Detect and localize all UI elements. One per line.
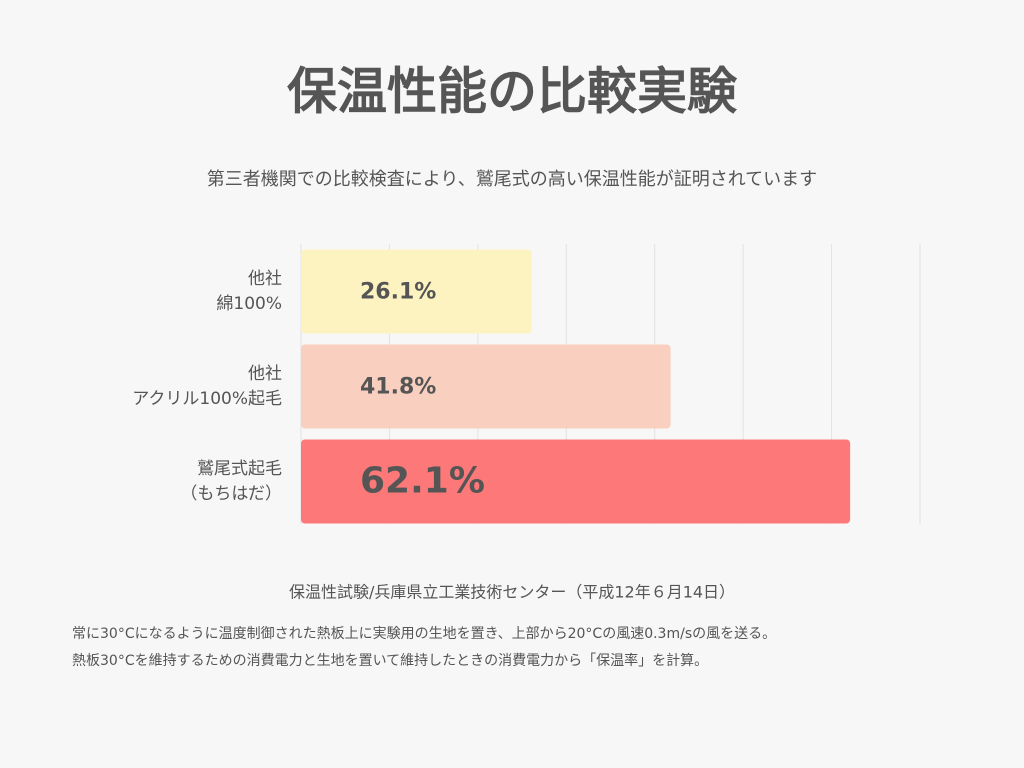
source: 保温性試験/兵庫県立工業技術センター（平成12年６月14日） [289,583,735,602]
chart-subtitle: 第三者機関での比較検査により、鷲尾式の高い保温性能が証明されています [207,169,817,190]
bar [301,439,851,524]
chart-title: 保温性能の比較実験 [287,63,738,121]
value-label: 41.8% [360,375,436,400]
category-label: 他社 アクリル100%起毛 [132,363,282,409]
value-label: 62.1% [360,461,485,502]
category-label: 他社 綿100% [216,268,282,314]
value-label: 26.1% [360,280,436,305]
bar [301,249,532,334]
category-label: 鷲尾式起毛 （もちはだ） [180,458,282,504]
bar [301,344,671,429]
note: 熱板30°Cを維持するための消費電力と生地を置いて維持したときの消費電力から「保… [72,652,708,669]
note: 常に30°Cになるように温度制御された熱板上に実験用の生地を置き、上部から20°… [72,626,776,642]
